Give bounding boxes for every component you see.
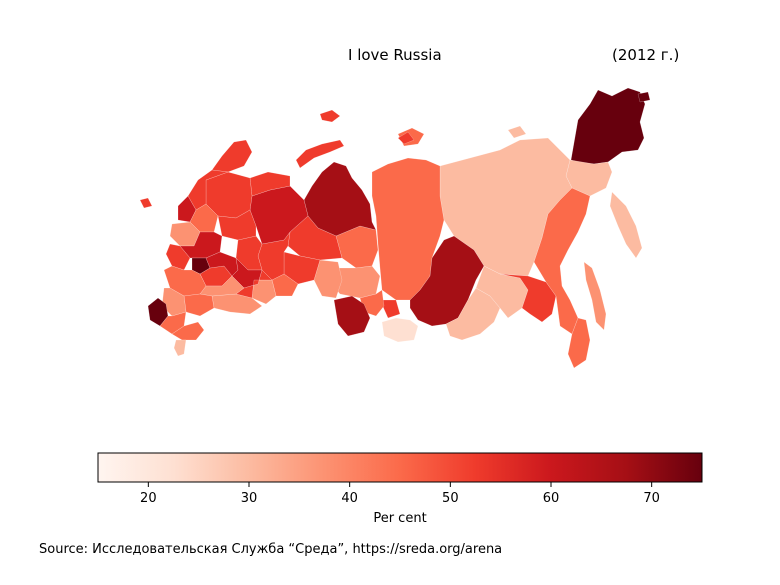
region-svalbard-franz [319, 109, 341, 123]
colorbar-tick-label: 30 [241, 491, 258, 506]
region-dagestan [173, 339, 187, 357]
region-kaliningrad [139, 197, 153, 209]
region-new-siberia [507, 125, 527, 139]
region-bashkortostan [235, 269, 273, 299]
colorbar-tick-label: 40 [341, 491, 358, 506]
colorbar-ticks: 20 30 40 50 60 70 [140, 482, 660, 506]
region-murmansk [211, 139, 253, 173]
region-tyva [381, 317, 419, 343]
colorbar-label: Per cent [373, 511, 426, 526]
region-taymyr-north [397, 131, 415, 145]
region-khmao [287, 215, 343, 261]
colorbar-gradient [97, 452, 703, 483]
region-khakassia [379, 299, 401, 319]
region-kirov [217, 209, 257, 241]
colorbar-tick-label: 50 [442, 491, 459, 506]
region-primorsky [567, 317, 591, 369]
russia-choropleth-map [139, 87, 651, 369]
year-label: (2012 г.) [612, 46, 680, 64]
colorbar-tick-label: 70 [643, 491, 660, 506]
region-amur [499, 273, 557, 323]
region-kamchatka [609, 191, 643, 259]
map-title: I love Russia [348, 46, 442, 64]
region-altai [333, 295, 371, 337]
region-khabarovsk [533, 187, 591, 335]
colorbar: 20 30 40 50 60 70 Per cent [97, 452, 703, 526]
region-wrangel [637, 91, 651, 103]
source-text: Source: Исследовательская Служба “Среда”… [39, 542, 503, 557]
colorbar-tick-label: 60 [543, 491, 560, 506]
region-sakhalin [583, 261, 607, 331]
region-novaya-zemlya [295, 139, 345, 169]
colorbar-tick-label: 20 [140, 491, 157, 506]
